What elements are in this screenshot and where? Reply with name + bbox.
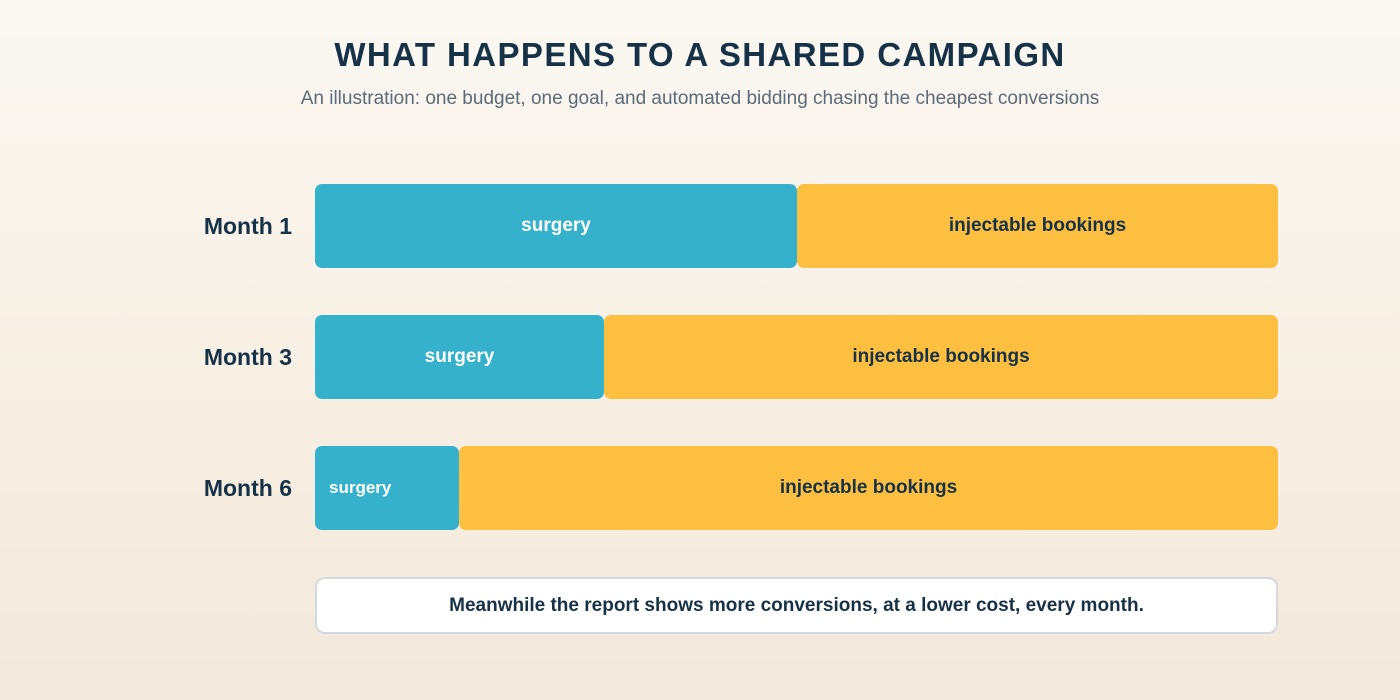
summary-note: Meanwhile the report shows more conversi… bbox=[315, 577, 1278, 634]
bar-segment-injectable-bookings: injectable bookings bbox=[459, 446, 1278, 530]
bar-segment-surgery: surgery bbox=[315, 446, 459, 530]
bar-row-month-6: Month 6 surgery injectable bookings bbox=[0, 446, 1400, 530]
bar-track: surgery injectable bookings bbox=[315, 446, 1278, 530]
row-label: Month 3 bbox=[203, 344, 292, 370]
chart-title: WHAT HAPPENS TO A SHARED CAMPAIGN bbox=[334, 36, 1066, 73]
bar-segment-surgery: surgery bbox=[315, 184, 797, 268]
row-label: Month 6 bbox=[203, 475, 292, 501]
row-label: Month 1 bbox=[203, 213, 292, 239]
bar-row-month-3: Month 3 surgery injectable bookings bbox=[0, 315, 1400, 399]
bar-segment-injectable-bookings: injectable bookings bbox=[604, 315, 1278, 399]
bar-track: surgery injectable bookings bbox=[315, 315, 1278, 399]
bar-row-month-1: Month 1 surgery injectable bookings bbox=[0, 184, 1400, 268]
bar-segment-surgery: surgery bbox=[315, 315, 604, 399]
bar-segment-injectable-bookings: injectable bookings bbox=[797, 184, 1278, 268]
bar-track: surgery injectable bookings bbox=[315, 184, 1278, 268]
chart-subtitle: An illustration: one budget, one goal, a… bbox=[300, 88, 1100, 109]
